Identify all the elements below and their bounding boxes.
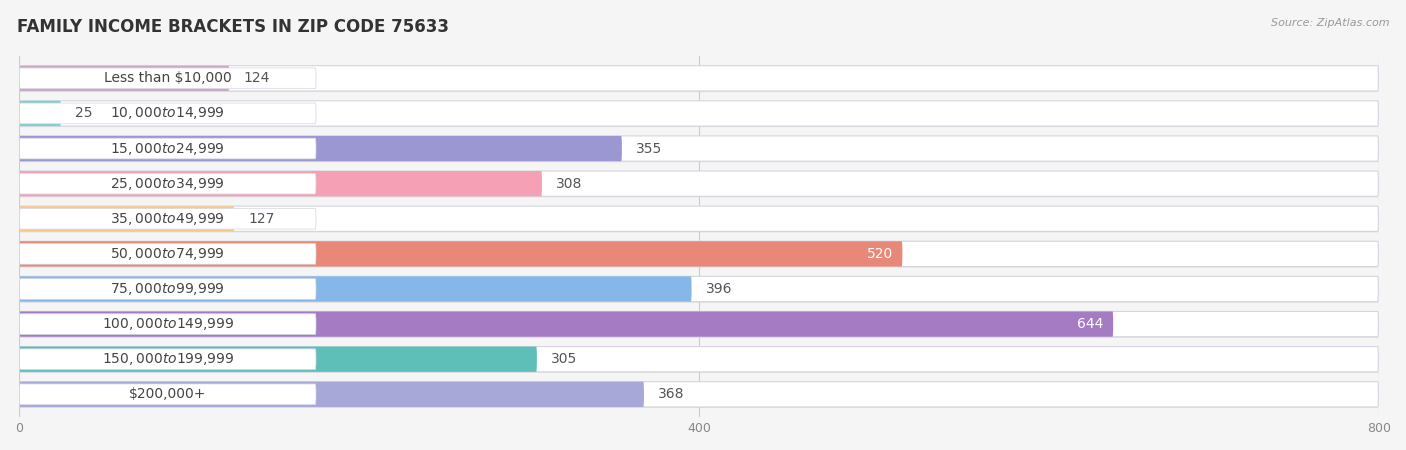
FancyBboxPatch shape — [20, 103, 316, 124]
FancyBboxPatch shape — [20, 349, 316, 369]
Text: 308: 308 — [557, 177, 582, 191]
Text: 396: 396 — [706, 282, 733, 296]
FancyBboxPatch shape — [20, 136, 621, 161]
Text: FAMILY INCOME BRACKETS IN ZIP CODE 75633: FAMILY INCOME BRACKETS IN ZIP CODE 75633 — [17, 18, 449, 36]
Text: 355: 355 — [636, 142, 662, 156]
FancyBboxPatch shape — [20, 66, 1378, 92]
Text: 25: 25 — [75, 107, 93, 121]
Text: $100,000 to $149,999: $100,000 to $149,999 — [101, 316, 233, 332]
Text: 520: 520 — [866, 247, 893, 261]
FancyBboxPatch shape — [20, 314, 316, 334]
FancyBboxPatch shape — [20, 311, 1378, 337]
Text: Source: ZipAtlas.com: Source: ZipAtlas.com — [1271, 18, 1389, 28]
FancyBboxPatch shape — [20, 207, 1378, 233]
Text: $150,000 to $199,999: $150,000 to $199,999 — [101, 351, 233, 367]
FancyBboxPatch shape — [20, 136, 1378, 161]
Text: 644: 644 — [1077, 317, 1104, 331]
Text: $35,000 to $49,999: $35,000 to $49,999 — [110, 211, 225, 227]
Text: 368: 368 — [658, 387, 685, 401]
Text: 124: 124 — [243, 71, 270, 86]
FancyBboxPatch shape — [20, 277, 1378, 303]
FancyBboxPatch shape — [20, 101, 1378, 126]
FancyBboxPatch shape — [20, 66, 1378, 91]
FancyBboxPatch shape — [20, 206, 1378, 231]
Text: $10,000 to $14,999: $10,000 to $14,999 — [110, 105, 225, 122]
FancyBboxPatch shape — [20, 171, 1378, 198]
FancyBboxPatch shape — [20, 241, 1378, 266]
FancyBboxPatch shape — [20, 206, 235, 231]
FancyBboxPatch shape — [20, 382, 644, 407]
FancyBboxPatch shape — [20, 241, 903, 266]
FancyBboxPatch shape — [20, 384, 316, 405]
Text: $200,000+: $200,000+ — [129, 387, 207, 401]
Text: $15,000 to $24,999: $15,000 to $24,999 — [110, 140, 225, 157]
FancyBboxPatch shape — [20, 346, 1378, 372]
FancyBboxPatch shape — [20, 101, 60, 126]
Text: $75,000 to $99,999: $75,000 to $99,999 — [110, 281, 225, 297]
Text: Less than $10,000: Less than $10,000 — [104, 71, 232, 86]
FancyBboxPatch shape — [20, 276, 1378, 302]
FancyBboxPatch shape — [20, 276, 692, 302]
FancyBboxPatch shape — [20, 346, 537, 372]
FancyBboxPatch shape — [20, 68, 316, 89]
FancyBboxPatch shape — [20, 66, 229, 91]
FancyBboxPatch shape — [20, 171, 1378, 196]
FancyBboxPatch shape — [20, 312, 1378, 338]
FancyBboxPatch shape — [20, 382, 1378, 407]
FancyBboxPatch shape — [20, 171, 541, 196]
Text: 305: 305 — [551, 352, 578, 366]
FancyBboxPatch shape — [20, 208, 316, 229]
FancyBboxPatch shape — [20, 279, 316, 299]
FancyBboxPatch shape — [20, 136, 1378, 162]
FancyBboxPatch shape — [20, 138, 316, 159]
Text: $50,000 to $74,999: $50,000 to $74,999 — [110, 246, 225, 262]
FancyBboxPatch shape — [20, 173, 316, 194]
Text: 127: 127 — [249, 212, 276, 226]
FancyBboxPatch shape — [20, 242, 1378, 268]
FancyBboxPatch shape — [20, 101, 1378, 127]
FancyBboxPatch shape — [20, 382, 1378, 408]
FancyBboxPatch shape — [20, 347, 1378, 373]
FancyBboxPatch shape — [20, 311, 1114, 337]
FancyBboxPatch shape — [20, 243, 316, 264]
Text: $25,000 to $34,999: $25,000 to $34,999 — [110, 176, 225, 192]
